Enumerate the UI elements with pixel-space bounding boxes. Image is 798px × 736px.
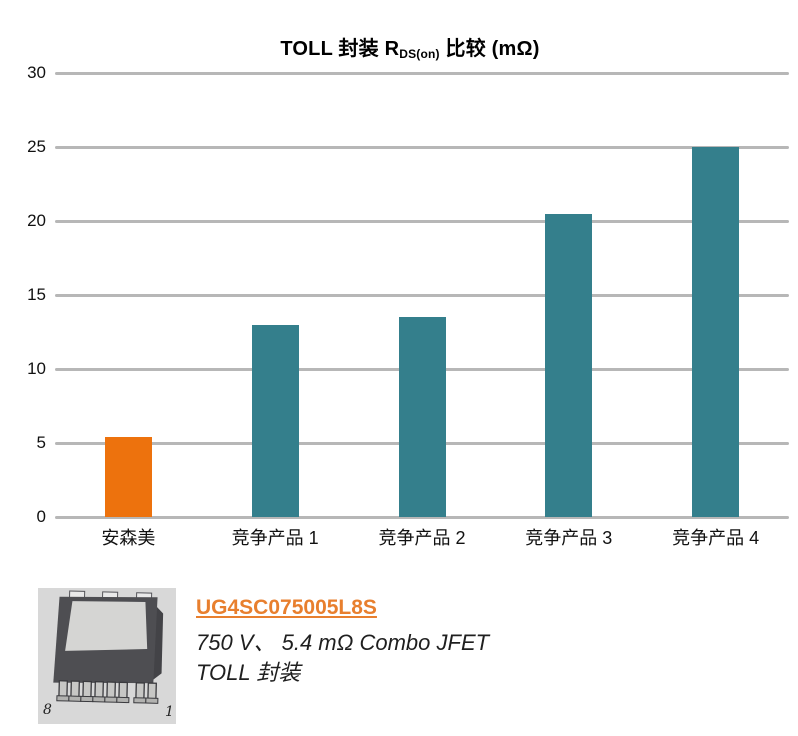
gridline-20 <box>55 219 789 223</box>
x-tick-label-竞争产品 1: 竞争产品 1 <box>231 528 319 548</box>
gridline-0 <box>55 515 789 519</box>
product-spec-line: 750 V、 5.4 mΩ Combo JFET <box>196 630 490 655</box>
x-tick-label-竞争产品 4: 竞争产品 4 <box>672 528 760 548</box>
x-axis-labels: 安森美 竞争产品 1 竞争产品 2 竞争产品 3 竞争产品 4 <box>55 524 789 550</box>
y-tick-label-30: 30 <box>27 63 46 82</box>
gridline-25 <box>55 145 789 149</box>
bar-竞争产品 1 <box>251 324 299 517</box>
chart-title-prefix: TOLL 封装 R <box>280 38 400 60</box>
y-tick-label-25: 25 <box>27 137 46 156</box>
chart-title: TOLL 封装 RDS(on) 比较 (mΩ) <box>30 32 790 61</box>
x-tick-label-竞争产品 2: 竞争产品 2 <box>378 528 466 548</box>
bar-安森美 <box>104 437 152 517</box>
gridline-15 <box>55 293 789 297</box>
bar-竞争产品 3 <box>545 213 593 517</box>
product-info: 8 1 UG4SC075005L8S 750 V、 5.4 mΩ Combo J… <box>38 588 489 724</box>
x-tick-label-竞争产品 3: 竞争产品 3 <box>525 528 613 548</box>
x-tick-label-安森美: 安森美 <box>101 528 156 548</box>
toll-package-drawing: 8 1 <box>38 588 176 724</box>
y-axis-labels: 0 5 10 15 20 25 30 <box>10 63 46 526</box>
bar-竞争产品 2 <box>398 317 446 517</box>
toll-package-image: 8 1 <box>38 588 176 724</box>
product-package-line: TOLL 封装 <box>196 659 301 685</box>
product-text: UG4SC075005L8S 750 V、 5.4 mΩ Combo JFET … <box>196 588 489 687</box>
y-tick-label-0: 0 <box>36 507 46 526</box>
chart-title-suffix: 比较 (mΩ) <box>439 38 540 60</box>
pin-8-label: 8 <box>43 702 52 718</box>
chart-title-subscript: DS(on) <box>399 47 440 61</box>
pin-1-label: 1 <box>165 704 174 720</box>
y-tick-label-15: 15 <box>27 285 46 304</box>
part-number-link[interactable]: UG4SC075005L8S <box>196 596 377 619</box>
bar-竞争产品 4 <box>692 147 740 517</box>
plot-area <box>55 71 789 519</box>
y-tick-label-10: 10 <box>27 359 46 378</box>
y-tick-label-5: 5 <box>36 433 46 452</box>
y-tick-label-20: 20 <box>27 211 46 230</box>
gridline-30 <box>55 71 789 75</box>
